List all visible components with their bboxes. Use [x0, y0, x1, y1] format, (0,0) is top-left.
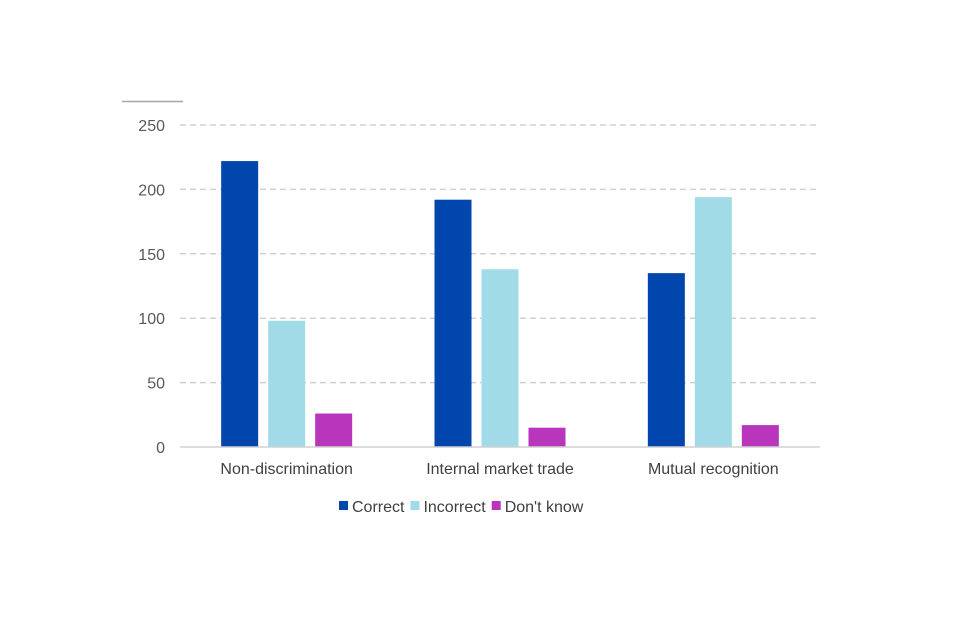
x-axis-categories: Non-discrimination Internal market trade M… — [220, 461, 778, 478]
bar-don-t-know-internal-market-trade — [528, 427, 566, 447]
y-tick-label-100: 100 — [138, 311, 165, 328]
y-tick-label-150: 150 — [138, 247, 165, 264]
legend-label-correct: Correct — [352, 499, 405, 516]
bar-correct-mutual-recognition — [647, 273, 685, 447]
legend: Correct Incorrect Don't know — [339, 499, 584, 516]
x-category-label-internal-market-trade: Internal market trade — [426, 461, 574, 478]
bar-don-t-know-mutual-recognition — [741, 425, 779, 447]
legend-swatch-incorrect — [410, 501, 420, 510]
x-category-label-mutual-recognition: Mutual recognition — [648, 461, 779, 478]
y-axis-ticks: 0 50 100 150 200 250 — [138, 118, 165, 457]
y-tick-label-0: 0 — [156, 440, 165, 457]
bar-incorrect-internal-market-trade — [481, 269, 519, 447]
y-tick-label-50: 50 — [147, 376, 165, 393]
legend-label-incorrect: Incorrect — [423, 499, 486, 516]
legend-item-correct: Correct — [339, 499, 405, 516]
bar-incorrect-non-discrimination — [268, 320, 306, 447]
legend-swatch-correct — [339, 501, 348, 510]
y-tick-label-200: 200 — [138, 182, 165, 199]
bars — [221, 161, 779, 447]
y-tick-label-250: 250 — [138, 118, 165, 135]
legend-swatch-don-t-know — [491, 501, 501, 510]
legend-item-incorrect: Incorrect — [410, 499, 486, 516]
x-category-label-non-discrimination: Non-discrimination — [220, 461, 353, 478]
bar-incorrect-mutual-recognition — [694, 197, 732, 447]
bar-correct-non-discrimination — [221, 161, 259, 447]
legend-label-don-t-know: Don't know — [505, 499, 584, 516]
legend-item-don-t-know: Don't know — [491, 499, 584, 516]
bar-don-t-know-non-discrimination — [315, 413, 353, 447]
bar-correct-internal-market-trade — [434, 199, 472, 447]
